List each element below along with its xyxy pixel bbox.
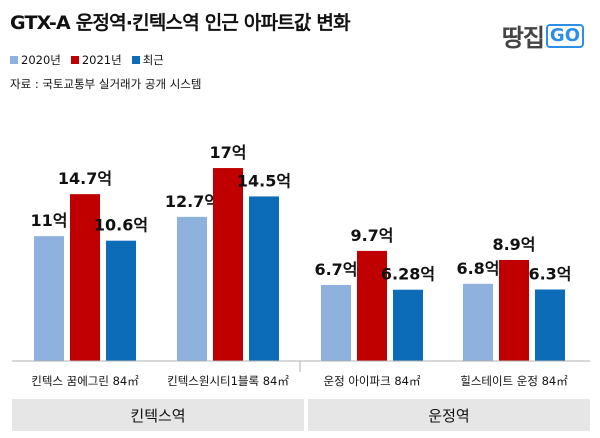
data-label-2021-1: 17억 (210, 143, 247, 162)
bar-recent-2 (393, 289, 423, 361)
source-note: 자료 : 국토교통부 실거래가 공개 시스템 (10, 77, 202, 91)
bar-2021-3 (499, 259, 529, 361)
category-label-1: 킨텍스원시티1블록 84㎡ (167, 374, 289, 388)
bar-2021-0 (70, 194, 100, 361)
bar-2021-1 (213, 168, 243, 361)
legend-item-2021: 2021년 (70, 52, 122, 68)
legend-label-recent: 최근 (142, 53, 164, 67)
legend-label-2020: 2020년 (21, 53, 61, 67)
bar-2020-0 (34, 236, 64, 361)
data-label-recent-0: 10.6억 (94, 216, 148, 235)
chart-title: GTX-A 운정역·킨텍스역 인근 아파트값 변화 (10, 12, 351, 34)
legend-swatch-recent (131, 56, 140, 64)
logo-text: 땅집 (501, 24, 545, 52)
legend-item-2020: 2020년 (10, 52, 61, 68)
category-label-2: 운정 아이파크 84㎡ (324, 374, 421, 388)
data-label-2021-3: 8.9억 (492, 235, 535, 254)
legend-swatch-2021 (70, 56, 79, 64)
bar-2021-2 (357, 250, 387, 361)
group-label-kintex: 킨텍스역 (12, 399, 304, 431)
bar-2020-3 (463, 283, 493, 361)
bar-recent-0 (106, 240, 136, 361)
category-label-0: 킨텍스 꿈에그린 84㎡ (31, 374, 139, 388)
legend-swatch-2020 (10, 56, 18, 64)
legend-label-2021: 2021년 (81, 53, 122, 67)
data-label-recent-3: 6.3억 (528, 264, 571, 283)
category-label-3: 힐스테이트 운정 84㎡ (460, 374, 568, 388)
bar-2020-1 (177, 216, 207, 361)
data-label-2020-2: 6.7억 (314, 260, 357, 279)
legend-item-recent: 최근 (131, 52, 164, 68)
bar-recent-1 (249, 196, 279, 361)
bar-2020-2 (321, 284, 351, 361)
data-label-recent-1: 14.5억 (237, 171, 291, 190)
data-label-2020-3: 6.8억 (456, 259, 499, 278)
ddangjibgo-logo: 땅집 GO (502, 18, 584, 53)
data-label-recent-2: 6.28억 (381, 265, 435, 284)
bar-recent-3 (535, 289, 565, 361)
data-label-2021-2: 9.7억 (350, 226, 393, 245)
data-label-2020-0: 11억 (31, 211, 68, 230)
group-label-unjeong: 운정역 (308, 399, 590, 431)
logo-go: GO (545, 23, 584, 48)
chart-legend: 2020년 2021년 최근 (10, 52, 164, 68)
data-label-2021-0: 14.7억 (58, 169, 112, 188)
data-label-2020-1: 12.7억 (165, 192, 219, 211)
